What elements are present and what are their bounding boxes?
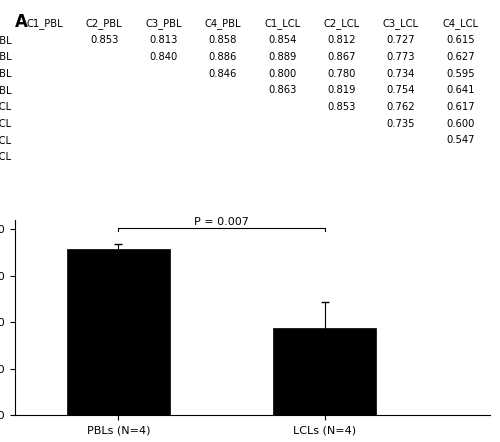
Text: A: A (15, 13, 28, 31)
Bar (66, 249, 170, 415)
Bar (273, 328, 376, 415)
Text: P = 0.007: P = 0.007 (194, 217, 249, 227)
